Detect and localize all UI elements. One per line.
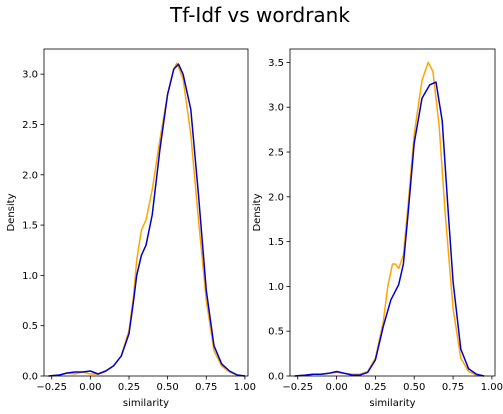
x-tick-label: 0.25 bbox=[364, 382, 386, 393]
y-tick-label: 0.5 bbox=[268, 327, 284, 338]
y-tick-label: 0.0 bbox=[268, 372, 284, 383]
panel-1-series-2-line bbox=[48, 63, 245, 377]
x-tick-label: 0.50 bbox=[403, 382, 425, 393]
x-tick-label: −0.25 bbox=[282, 382, 313, 393]
y-axis-label: Density bbox=[6, 193, 17, 231]
y-tick-label: 2.0 bbox=[268, 192, 284, 203]
x-tick-label: 0.75 bbox=[195, 382, 217, 393]
y-tick-label: 0.5 bbox=[22, 321, 38, 332]
x-tick-label: 1.00 bbox=[234, 382, 256, 393]
y-tick-label: 2.5 bbox=[22, 120, 38, 131]
chart-panel-1: −0.25 0.00 0.25 0.50 0.75 1.00 0.0 0.5 1.0 1.5 2.0… bbox=[6, 48, 256, 409]
y-tick-label: 3.0 bbox=[268, 103, 284, 114]
panel-1-series-1-line bbox=[48, 62, 245, 377]
x-axis-label: similarity bbox=[123, 398, 169, 409]
figure-title: Tf-Idf vs wordrank bbox=[169, 3, 350, 27]
chart-panel-2: −0.25 0.00 0.25 0.50 0.75 1.00 0.0 0.5 1.0 1.5 2.0… bbox=[252, 48, 503, 409]
panel-2-series-1-line bbox=[294, 61, 485, 377]
x-axis-label: similarity bbox=[369, 398, 415, 409]
x-tick-label: 0.00 bbox=[79, 382, 101, 393]
y-tick-label: 1.0 bbox=[22, 271, 38, 282]
x-tick-label: 0.50 bbox=[157, 382, 179, 393]
x-tick-label: 0.00 bbox=[325, 382, 347, 393]
panel-2-series-2-line bbox=[294, 81, 485, 377]
y-tick-label: 0.0 bbox=[22, 372, 38, 383]
panel-2-axes-frame bbox=[289, 48, 496, 377]
y-tick-label: 3.0 bbox=[22, 70, 38, 81]
panel-1-axes-frame bbox=[43, 48, 249, 377]
x-tick-label: 1.00 bbox=[481, 382, 503, 393]
x-tick-label: 0.75 bbox=[442, 382, 464, 393]
y-tick-label: 1.5 bbox=[268, 237, 284, 248]
y-tick-label: 1.0 bbox=[268, 282, 284, 293]
y-tick-label: 2.0 bbox=[22, 170, 38, 181]
y-tick-label: 2.5 bbox=[268, 148, 284, 159]
y-axis-label: Density bbox=[252, 193, 263, 231]
y-tick-label: 3.5 bbox=[268, 58, 284, 69]
x-tick-label: −0.25 bbox=[36, 382, 67, 393]
y-tick-label: 1.5 bbox=[22, 221, 38, 232]
x-tick-label: 0.25 bbox=[118, 382, 140, 393]
